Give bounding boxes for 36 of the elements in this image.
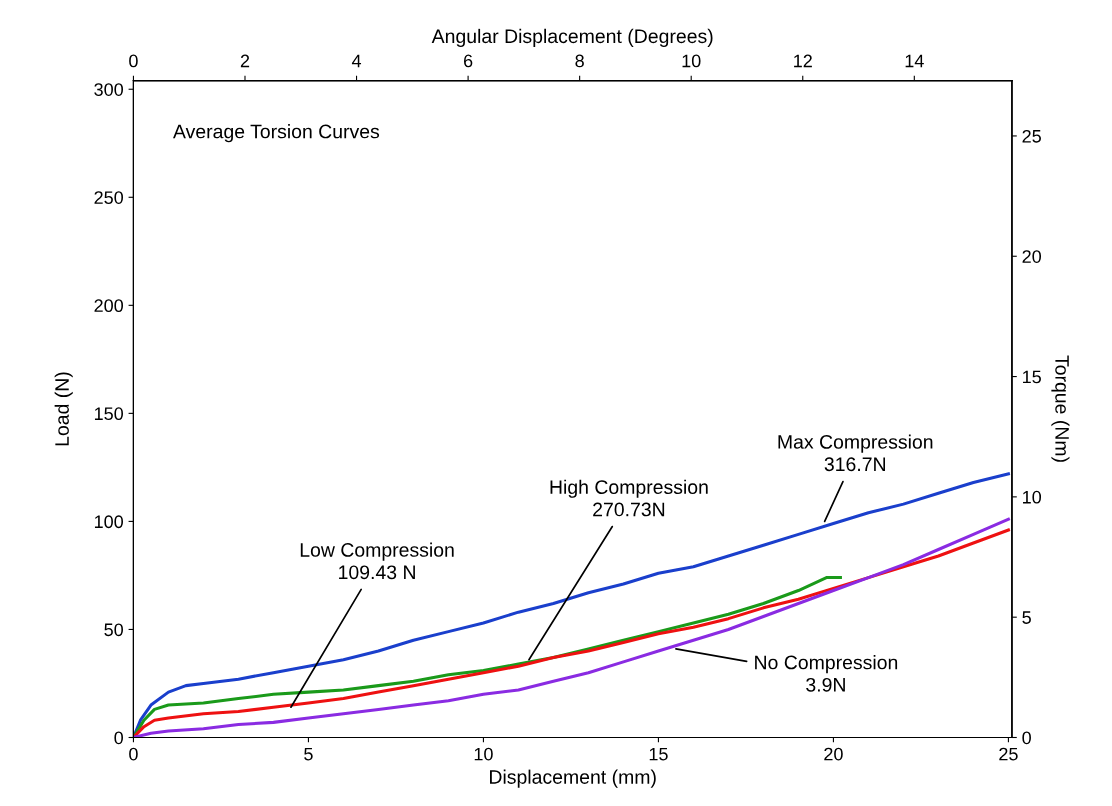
annotation: High Compression 270.73N bbox=[550, 479, 708, 517]
x-tick-label: 15 bbox=[649, 747, 668, 761]
x2-tick-label: 8 bbox=[575, 54, 584, 68]
annotation: No Compression 3.9N bbox=[755, 655, 898, 692]
annotation: Low Compression 109.43 N bbox=[300, 542, 454, 580]
annotation: Average Torsion Curves bbox=[173, 124, 380, 143]
x-tick-label: 20 bbox=[824, 747, 843, 761]
x-tick-label: 10 bbox=[474, 747, 493, 761]
y-tick-label: 200 bbox=[94, 299, 124, 313]
x2-tick-label: 6 bbox=[464, 54, 473, 68]
x2-tick-label: 2 bbox=[240, 54, 250, 68]
x2-tick-label: 12 bbox=[794, 54, 812, 68]
annotation: Max Compression 316.7N bbox=[778, 434, 933, 472]
y2-tick-label: 0 bbox=[1022, 731, 1031, 745]
y2-tick-label: 5 bbox=[1022, 611, 1031, 624]
x-tick-label: 0 bbox=[129, 747, 138, 761]
y-tick-label: 250 bbox=[94, 191, 124, 204]
x2-tick-label: 10 bbox=[682, 54, 701, 68]
y-tick-label: 0 bbox=[114, 731, 124, 745]
y-tick-label: 300 bbox=[94, 83, 124, 96]
x2-tick-label: 0 bbox=[129, 54, 138, 68]
y-tick-label: 50 bbox=[104, 623, 124, 637]
y2-tick-label: 10 bbox=[1023, 490, 1042, 504]
y2-tick-label: 20 bbox=[1022, 250, 1042, 263]
y2-axis-title: Torque (Nm) bbox=[1051, 355, 1070, 462]
x2-tick-label: 14 bbox=[905, 54, 924, 68]
x2-tick-label: 4 bbox=[351, 54, 362, 68]
y2-tick-label: 25 bbox=[1022, 129, 1041, 143]
x-tick-label: 25 bbox=[999, 747, 1018, 761]
y-tick-label: 150 bbox=[94, 407, 124, 421]
x-axis-title: Displacement (mm) bbox=[490, 769, 656, 788]
y2-tick-label: 15 bbox=[1023, 370, 1041, 384]
x-tick-label: 5 bbox=[304, 747, 313, 761]
y-axis-title: Load (N) bbox=[54, 372, 73, 446]
y-tick-label: 100 bbox=[94, 515, 124, 529]
x2-axis-title: Angular Displacement (Degrees) bbox=[431, 28, 713, 47]
